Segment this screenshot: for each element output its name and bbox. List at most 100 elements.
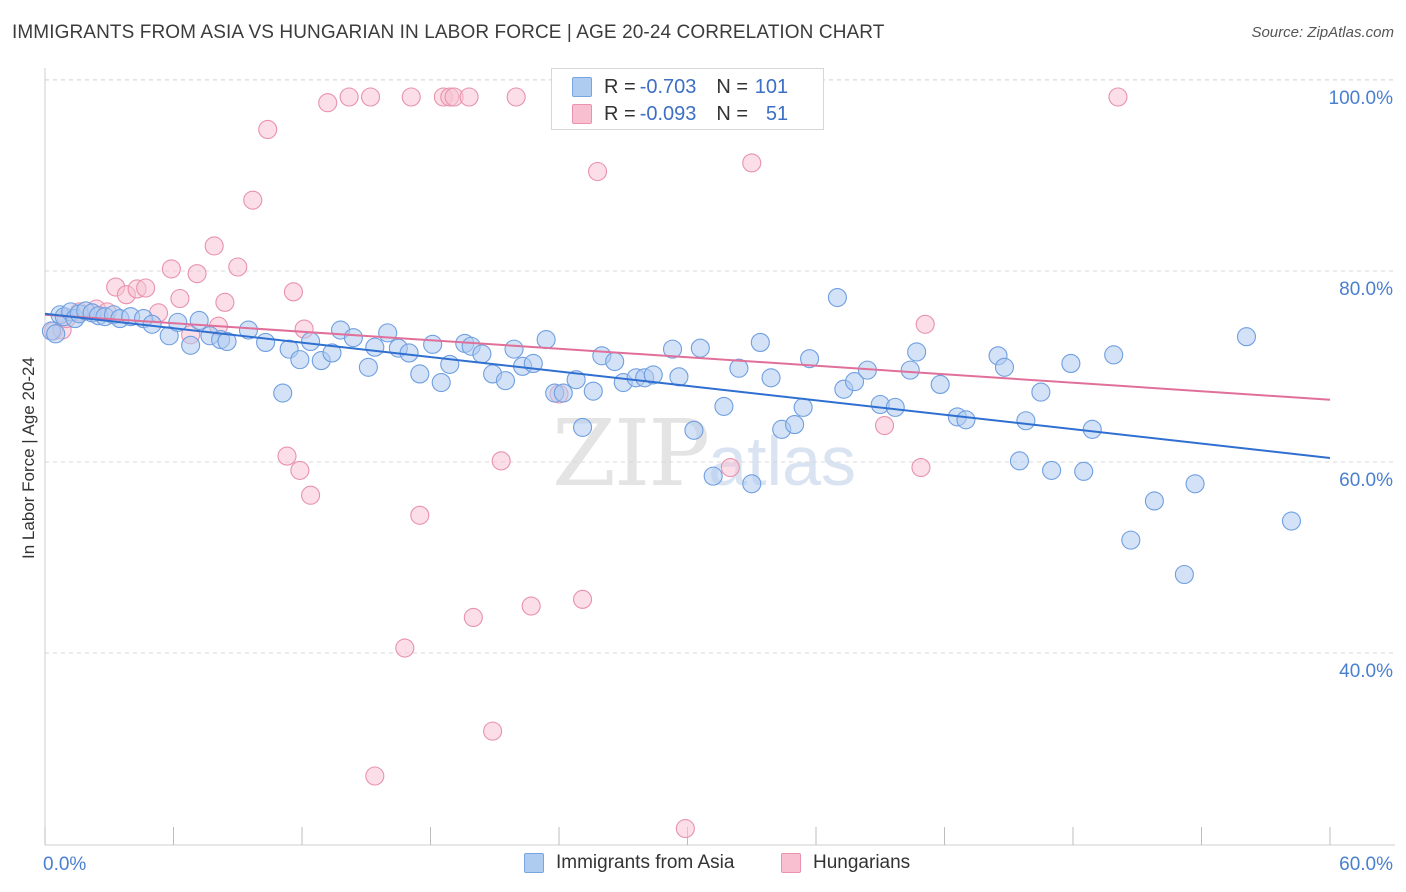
legend-r-label: R = [604,102,636,125]
y-tick-label: 100.0% [1329,88,1394,109]
legend-item-hungarians[interactable]: Hungarians [781,852,910,874]
legend-n-label: N = [716,75,749,98]
data-point [885,397,905,417]
data-point [573,589,593,609]
data-point [290,350,310,370]
data-point [1104,345,1124,365]
data-point [283,282,303,302]
data-point [318,93,338,113]
legend-swatch-hungarians [781,853,801,873]
data-point [228,257,248,277]
data-point [1061,353,1081,373]
data-point [1082,419,1102,439]
legend-swatch-asia [572,77,592,97]
data-point [553,383,573,403]
data-point [495,371,516,391]
data-point [742,153,762,173]
legend-n-value: 51 [765,102,789,125]
data-point [874,415,895,436]
data-point [506,87,526,107]
data-point [410,505,430,525]
data-point [1031,382,1051,402]
data-point [915,314,935,334]
legend-label-asia: Immigrants from Asia [556,852,735,873]
legend-item-asia[interactable]: Immigrants from Asia [524,852,734,874]
data-point [1016,411,1036,431]
data-point [793,397,813,417]
series-legend: Immigrants from Asia Hungarians [0,852,1406,878]
hungarians-trend-line [44,313,1331,401]
source-label: Source: ZipAtlas.com [1251,24,1394,41]
data-point [1009,451,1030,471]
data-point [301,485,321,505]
y-tick-label: 80.0% [1339,279,1393,300]
data-point [136,278,156,298]
data-point [401,87,421,107]
data-point [343,328,363,348]
data-point [1281,511,1301,531]
data-point [483,721,503,741]
legend-swatch-hungarians [572,104,592,124]
legend-row-asia: R = -0.703 N = 101 [572,75,788,99]
tick-labels: 100.0% 80.0% 60.0% 40.0% 0.0% 60.0% [43,88,1393,875]
x-tick-label: 60.0% [1339,854,1393,875]
data-point [459,87,479,107]
data-point [583,381,603,401]
data-point [750,332,770,352]
data-point [217,331,237,352]
data-point [720,457,740,478]
data-point [395,638,415,658]
data-point [243,190,263,210]
data-point [46,324,66,344]
correlation-legend: R = -0.703 N = 101 R = -0.093 N = 51 [551,68,824,130]
x-tick-label: 0.0% [43,854,86,875]
data-point [844,372,865,392]
data-point [491,451,511,471]
data-point [215,292,235,312]
legend-r-value: -0.703 [639,75,697,98]
data-point [161,259,181,279]
data-point [729,358,749,378]
data-point [643,365,663,385]
data-point [742,474,762,494]
data-point [684,420,704,440]
data-point [204,236,224,256]
data-point [170,288,190,309]
zipatlas-watermark: ZIPatlas [552,400,856,507]
chart-title: IMMIGRANTS FROM ASIA VS HUNGARIAN IN LAB… [12,22,885,43]
data-point [785,415,805,435]
data-point [358,357,378,377]
y-axis-label: In Labor Force | Age 20-24 [19,357,38,559]
data-point [258,119,278,140]
data-point [504,339,524,359]
data-point [536,330,556,350]
data-point [900,360,920,380]
data-point [290,460,310,480]
grid-lines [45,79,1395,654]
data-point [189,310,209,331]
data-point [365,337,385,357]
data-point [1144,491,1164,511]
data-point [907,342,927,362]
data-point [463,607,483,628]
data-point [187,264,207,284]
data-point [675,818,695,839]
data-point [703,466,723,486]
data-point [994,357,1015,377]
data-point [360,87,381,107]
data-point [181,335,201,355]
data-point [690,338,710,358]
legend-row-hungarians: R = -0.093 N = 51 [572,102,788,126]
data-point [322,343,342,363]
data-point [423,334,443,354]
data-point [365,766,385,786]
data-point [662,339,683,359]
data-point [277,446,297,466]
data-point [1174,564,1194,585]
data-point [800,349,820,369]
asia-trend-line [44,312,1331,459]
data-point [521,596,541,616]
legend-n-value: 101 [754,75,789,98]
data-point [472,344,492,364]
